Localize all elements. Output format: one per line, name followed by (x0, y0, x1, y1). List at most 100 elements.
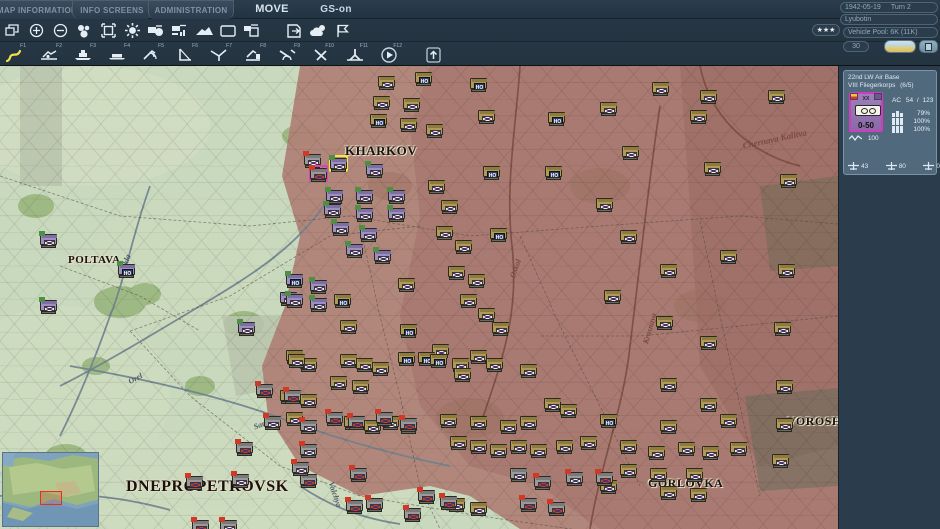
map-unit-counter[interactable] (620, 462, 637, 478)
map-unit-counter[interactable] (556, 438, 573, 454)
map-unit-counter[interactable] (365, 161, 383, 178)
map-unit-counter[interactable] (375, 409, 393, 426)
map-unit-counter[interactable] (486, 356, 503, 372)
map-unit-counter[interactable] (600, 100, 617, 116)
map-unit-counter[interactable] (448, 264, 465, 280)
map-unit-counter[interactable] (417, 487, 435, 504)
map-unit-counter[interactable] (255, 381, 273, 398)
map-unit-counter[interactable] (460, 292, 477, 308)
map-unit-counter[interactable] (620, 438, 637, 454)
map-unit-counter[interactable] (231, 471, 249, 488)
zoom-out-icon[interactable] (48, 20, 72, 41)
map-unit-counter[interactable] (660, 262, 677, 278)
map-unit-counter[interactable] (596, 196, 613, 212)
map-unit-counter[interactable] (345, 241, 363, 258)
tab-info-screens[interactable]: INFO SCREENS (72, 0, 152, 19)
map-unit-counter[interactable] (478, 108, 495, 124)
map-unit-counter[interactable] (359, 225, 377, 242)
map-unit-counter[interactable] (778, 262, 795, 278)
map-unit-counter[interactable] (347, 413, 365, 430)
map-unit-counter[interactable] (776, 378, 793, 394)
map-unit-counter[interactable] (300, 392, 317, 408)
date-turn-field[interactable]: 1942-05-19 Turn 2 (840, 2, 938, 13)
map-canvas[interactable]: KHARKOV POLTAVA DNEPROPETROVSK GORLOVKA … (0, 66, 838, 529)
map-unit-counter[interactable] (648, 444, 665, 460)
map-unit-counter[interactable] (686, 466, 703, 482)
map-unit-counter[interactable] (299, 441, 317, 458)
naval-transport-icon[interactable]: F3 (70, 43, 96, 65)
tab-move[interactable]: MOVE (234, 0, 310, 19)
map-unit-counter[interactable] (533, 473, 551, 490)
map-unit-counter[interactable] (622, 144, 639, 160)
layers-icon[interactable] (0, 20, 24, 41)
map-unit-counter[interactable]: HQ (548, 110, 565, 126)
map-unit-counter[interactable] (39, 231, 57, 248)
map-unit-counter[interactable] (325, 187, 343, 204)
map-unit-counter[interactable] (656, 314, 673, 330)
map-unit-counter[interactable] (470, 500, 487, 516)
map-unit-counter[interactable] (580, 434, 597, 450)
map-unit-counter[interactable] (620, 228, 637, 244)
map-unit-counter[interactable] (356, 356, 373, 372)
tab-gs-on[interactable]: GS-on (306, 0, 366, 19)
map-unit-counter[interactable] (325, 409, 343, 426)
map-unit-counter[interactable] (530, 442, 547, 458)
map-unit-counter[interactable] (660, 376, 677, 392)
map-unit-counter[interactable] (470, 348, 487, 364)
map-unit-counter[interactable] (355, 205, 373, 222)
hex-grid-icon[interactable] (96, 20, 120, 41)
map-unit-counter[interactable]: HQ (334, 292, 351, 308)
air-interdiction-icon[interactable]: F7 (206, 43, 232, 65)
map-unit-counter[interactable] (439, 493, 457, 510)
map-unit-counter[interactable] (309, 295, 327, 312)
map-unit-counter[interactable] (191, 517, 209, 529)
next-unit-icon[interactable]: F12 (376, 43, 402, 65)
map-unit-counter[interactable] (373, 94, 390, 110)
map-unit-counter[interactable] (700, 88, 717, 104)
map-unit-counter[interactable] (365, 495, 383, 512)
paradrop-icon[interactable]: F10 (308, 43, 334, 65)
map-unit-counter[interactable] (650, 466, 667, 482)
tab-administration[interactable]: ADMINISTRATION (148, 0, 234, 19)
map-unit-counter[interactable] (560, 402, 577, 418)
map-unit-counter[interactable] (776, 416, 793, 432)
map-unit-counter[interactable]: HQ (483, 164, 500, 180)
map-unit-counter[interactable] (450, 434, 467, 450)
map-unit-counter[interactable]: HQ (470, 76, 487, 92)
map-unit-counter[interactable] (426, 122, 443, 138)
map-unit-counter[interactable] (309, 165, 328, 182)
map-unit-counter[interactable] (510, 466, 527, 482)
map-unit-counter[interactable] (372, 360, 389, 376)
airfield-strike-icon[interactable]: F8 (240, 43, 266, 65)
map-unit-counter[interactable]: HQ (117, 261, 135, 278)
map-unit-counter[interactable] (704, 160, 721, 176)
map-unit-counter[interactable] (283, 387, 301, 404)
map-unit-counter[interactable]: HQ (415, 70, 432, 86)
reinforce-icon[interactable] (420, 44, 446, 65)
map-unit-counter[interactable]: HQ (490, 226, 507, 242)
map-unit-counter[interactable] (331, 219, 349, 236)
map-unit-counter[interactable]: HQ (545, 164, 562, 180)
map-unit-counter[interactable] (690, 108, 707, 124)
map-unit-counter[interactable] (428, 178, 445, 194)
vehicle-pool-field[interactable]: Vehicle Pool: 6K (11K) (843, 27, 938, 38)
map-unit-counter[interactable] (774, 320, 791, 336)
map-unit-counter[interactable] (309, 277, 327, 294)
map-unit-counter[interactable] (652, 80, 669, 96)
map-unit-counter[interactable] (387, 205, 405, 222)
map-unit-counter[interactable] (237, 319, 255, 336)
map-unit-counter[interactable]: HQ (400, 322, 417, 338)
map-unit-counter[interactable] (510, 438, 527, 454)
map-unit-counter[interactable] (345, 497, 363, 514)
minimap[interactable] (2, 452, 99, 527)
map-unit-counter[interactable]: HQ (285, 271, 303, 288)
weather-cloud-icon[interactable] (306, 20, 330, 41)
map-unit-counter[interactable] (441, 198, 458, 214)
map-unit-counter[interactable] (387, 187, 405, 204)
map-unit-counter[interactable] (678, 440, 695, 456)
map-unit-counter[interactable] (219, 517, 237, 529)
zoom-in-icon[interactable] (24, 20, 48, 41)
map-unit-counter[interactable] (478, 306, 495, 322)
end-turn-flag-icon[interactable] (330, 20, 354, 41)
map-unit-counter[interactable] (399, 415, 417, 432)
